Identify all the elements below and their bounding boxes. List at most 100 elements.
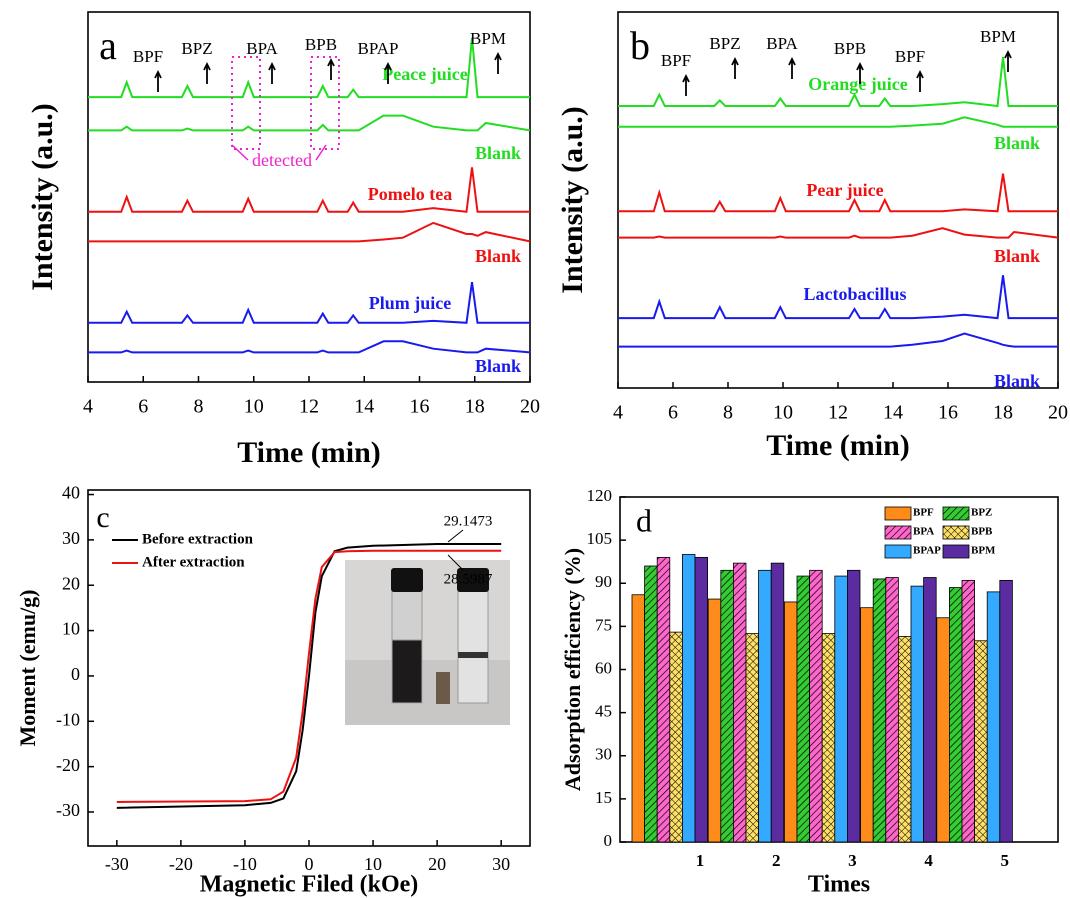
annotation: BPF xyxy=(661,51,691,70)
panel-label: c xyxy=(96,501,109,534)
bar-pattern xyxy=(809,570,823,842)
x-tick-label: 10 xyxy=(773,402,793,424)
bar xyxy=(936,617,950,843)
x-tick-label: 6 xyxy=(138,396,148,418)
legend-swatch xyxy=(942,544,970,559)
x-tick-label: 4 xyxy=(83,396,93,418)
x-axis-label: Time (min) xyxy=(766,429,910,462)
legend-swatch-pattern xyxy=(885,526,911,539)
x-tick-label: 16 xyxy=(938,402,958,424)
legend-swatch xyxy=(884,544,912,559)
bar xyxy=(631,594,646,843)
y-tick-label: 90 xyxy=(595,572,612,591)
series-line xyxy=(88,340,531,354)
bar-pattern xyxy=(974,640,988,842)
x-tick-label: -10 xyxy=(233,854,257,874)
bar xyxy=(999,579,1013,843)
bar-pattern xyxy=(885,577,899,842)
bar xyxy=(682,554,696,843)
trace-label: Plum juice xyxy=(369,293,452,313)
bar xyxy=(910,585,925,843)
y-tick-label: 105 xyxy=(587,529,613,548)
x-tick-label: 8 xyxy=(194,396,204,418)
x-tick-label: 8 xyxy=(723,402,733,424)
series-line xyxy=(88,167,530,213)
arrow xyxy=(1004,49,1012,72)
y-tick-label: 0 xyxy=(71,664,80,684)
bar-pattern xyxy=(657,557,670,842)
trace-label: Blank xyxy=(475,143,521,163)
highlight-box xyxy=(310,56,340,150)
y-tick-label: -20 xyxy=(56,755,80,775)
legend-label: BPF xyxy=(913,507,934,519)
bar xyxy=(834,575,848,843)
y-tick-label: -30 xyxy=(56,800,80,820)
trace-label: Orange juice xyxy=(808,74,907,94)
bar-pattern xyxy=(746,633,759,842)
x-tick-label: 10 xyxy=(364,854,382,874)
x-tick-label: 30 xyxy=(492,854,510,874)
arrow xyxy=(731,56,739,79)
legend-label: BPAP xyxy=(913,545,941,557)
x-tick-label: -30 xyxy=(105,854,129,874)
legend-label: After extraction xyxy=(142,554,245,570)
x-axis-label: Magnetic Filed (kOe) xyxy=(200,872,419,898)
bar-pattern xyxy=(733,563,746,842)
x-tick-label: 18 xyxy=(465,396,485,418)
annotation: BPAP xyxy=(358,39,399,58)
y-tick-label: 60 xyxy=(595,658,612,677)
bar xyxy=(923,577,937,843)
x-tick-label: 12 xyxy=(828,402,848,424)
series-line xyxy=(116,543,502,809)
bar xyxy=(770,562,785,843)
bar xyxy=(986,591,1001,843)
x-tick-label: 20 xyxy=(428,854,446,874)
trace-label: Blank xyxy=(994,246,1040,266)
y-tick-label: 40 xyxy=(62,483,80,503)
x-axis-label: Times xyxy=(808,872,870,898)
y-tick-label: 10 xyxy=(62,619,80,639)
legend-swatch xyxy=(884,506,912,521)
trace-label: Lactobacillus xyxy=(803,284,906,304)
arrow xyxy=(916,69,924,92)
x-tick-label: 3 xyxy=(848,851,857,870)
legend-label: BPB xyxy=(971,526,993,538)
arrow xyxy=(856,61,864,84)
annotation: BPM xyxy=(980,27,1016,46)
annotation: 28.5987 xyxy=(444,571,493,587)
bar xyxy=(707,598,722,843)
highlight-box xyxy=(231,56,261,150)
y-axis-label: Moment (emu/g) xyxy=(15,589,40,746)
series-line xyxy=(618,332,1058,348)
series-line xyxy=(88,114,531,132)
bar-pattern xyxy=(644,566,658,842)
trace-label: Pomelo tea xyxy=(368,184,452,204)
x-tick-label: 16 xyxy=(410,396,430,418)
series-line xyxy=(618,173,1058,213)
y-tick-label: 0 xyxy=(604,831,613,850)
annotation: BPM xyxy=(470,29,506,48)
legend-label: BPM xyxy=(971,545,996,557)
trace-label: Peace juice xyxy=(382,64,467,84)
bar-pattern xyxy=(669,632,683,842)
x-tick-label: 2 xyxy=(772,851,781,870)
series-line xyxy=(88,281,530,324)
bar xyxy=(784,601,798,843)
annotation: BPZ xyxy=(709,34,740,53)
trace-label: Blank xyxy=(475,356,521,376)
x-tick-label: 14 xyxy=(354,396,374,418)
x-tick-label: 18 xyxy=(993,402,1013,424)
x-tick-label: 1 xyxy=(696,851,705,870)
y-tick-label: 20 xyxy=(62,573,80,593)
annotation: BPA xyxy=(246,39,278,58)
annotation: detected xyxy=(252,150,312,170)
bar-pattern xyxy=(898,636,911,842)
trace-label: Blank xyxy=(475,246,521,266)
y-tick-label: -10 xyxy=(56,709,80,729)
x-tick-label: 6 xyxy=(668,402,678,424)
trace-label: Blank xyxy=(994,133,1040,153)
bar xyxy=(694,556,709,843)
series-line xyxy=(116,549,502,803)
pointer xyxy=(231,144,327,161)
